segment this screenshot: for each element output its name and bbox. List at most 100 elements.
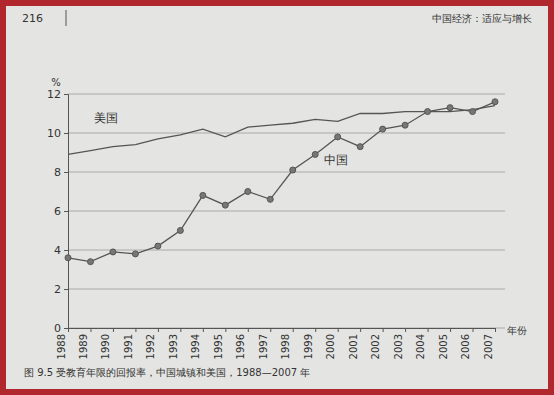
- x-tick-mark: [360, 328, 361, 332]
- marker: [65, 255, 71, 261]
- series-label: 美国: [94, 111, 118, 125]
- x-tick-label: 1990: [100, 334, 111, 359]
- x-tick-label: 1995: [213, 334, 224, 359]
- grid-line: [68, 133, 505, 134]
- x-axis: 1988198919901991199219931994199519961997…: [56, 328, 496, 359]
- x-tick-mark: [203, 328, 204, 332]
- marker: [110, 249, 116, 255]
- x-tick-mark: [180, 328, 181, 332]
- page-number: 216: [22, 12, 43, 25]
- y-tick-mark: [64, 328, 68, 329]
- x-tick-mark: [90, 328, 91, 332]
- marker: [380, 126, 386, 132]
- x-tick-mark: [270, 328, 271, 332]
- x-tick-label: 2001: [348, 334, 359, 359]
- x-tick-label: 2005: [438, 334, 449, 359]
- x-tick-mark: [383, 328, 384, 332]
- chart: 216 中国经济：适应与增长 0 2 4 6 8 10 12% 1988 1989 1990 1991 1…: [0, 0, 554, 395]
- grid-line: [68, 94, 505, 95]
- y-tick-mark: [64, 289, 68, 290]
- marker: [200, 192, 206, 198]
- caption: 图 9.5 受教育年限的回报率，中国城镇和美国，1988—2007 年: [24, 367, 310, 378]
- y-tick: 10: [47, 127, 68, 140]
- marker: [290, 167, 296, 173]
- y-tick-label: 12: [47, 88, 61, 101]
- header-rule: [66, 10, 67, 26]
- y-tick: 0: [54, 322, 68, 335]
- x-tick-mark: [293, 328, 294, 332]
- x-tick: 1993: [168, 328, 181, 359]
- grid: [68, 94, 505, 328]
- x-tick-mark: [225, 328, 226, 332]
- marker: [357, 144, 363, 150]
- marker: [222, 202, 228, 208]
- x-tick-mark: [68, 328, 69, 332]
- x-tick-label: 1992: [145, 334, 156, 359]
- x-tick: 1998: [280, 328, 293, 359]
- x-tick-label: 1989: [78, 334, 89, 359]
- y-tick-mark: [64, 172, 68, 173]
- x-tick-label: 1997: [258, 334, 269, 359]
- x-tick: 2003: [393, 328, 406, 359]
- x-tick-label: 1999: [303, 334, 314, 359]
- x-tick-label: 2007: [483, 334, 494, 359]
- y-tick-label: 0: [54, 322, 61, 335]
- x-axis-line: [69, 329, 496, 333]
- x-axis-title: 年份: [507, 325, 527, 336]
- x-tick-label: 2006: [460, 334, 471, 359]
- y-tick: 2: [54, 283, 68, 296]
- x-tick-mark: [473, 328, 474, 332]
- plot-area: [65, 99, 498, 265]
- x-tick-mark: [405, 328, 406, 332]
- x-tick-label: 1996: [235, 334, 246, 359]
- marker: [177, 228, 183, 234]
- x-tick-mark: [158, 328, 159, 332]
- y-tick-label: 8: [54, 166, 61, 179]
- page: [6, 6, 548, 389]
- marker: [470, 109, 476, 115]
- x-tick-mark: [315, 328, 316, 332]
- x-tick-label: 2004: [415, 334, 426, 359]
- x-tick: 2004: [415, 328, 428, 359]
- series-markers: [65, 99, 498, 265]
- grid-line: [68, 172, 505, 173]
- y-tick: 8: [54, 166, 68, 179]
- y-axis-line: [64, 95, 69, 329]
- x-tick: 2006: [460, 328, 473, 359]
- x-tick-label: 1988: [56, 334, 67, 359]
- x-tick-label: 1991: [123, 334, 134, 359]
- marker: [245, 189, 251, 195]
- x-tick-mark: [338, 328, 339, 332]
- y-tick: 12: [47, 88, 68, 101]
- marker: [87, 259, 93, 265]
- y-tick-mark: [64, 211, 68, 212]
- x-tick: 2000: [325, 328, 338, 359]
- y-tick-label: 4: [54, 244, 61, 257]
- x-tick: 1995: [213, 328, 226, 359]
- y-tick-label: 10: [47, 127, 61, 140]
- x-tick: 1988: [56, 328, 69, 359]
- y-axis-title: %: [51, 77, 61, 88]
- running-head: 中国经济：适应与增长: [432, 13, 532, 24]
- x-tick: 2001: [348, 328, 361, 359]
- grid-line: [68, 289, 505, 290]
- y-tick-mark: [64, 250, 68, 251]
- marker: [425, 109, 431, 115]
- marker: [267, 196, 273, 202]
- x-tick-mark: [248, 328, 249, 332]
- x-tick-label: 2002: [370, 334, 381, 359]
- x-tick-label: 1998: [280, 334, 291, 359]
- x-tick: 1997: [258, 328, 271, 359]
- marker: [335, 134, 341, 140]
- series-line: [68, 102, 495, 262]
- y-tick: 6: [54, 205, 68, 218]
- x-tick-mark: [113, 328, 114, 332]
- x-tick: 1999: [303, 328, 316, 359]
- x-tick: 1989: [78, 328, 91, 359]
- marker: [155, 243, 161, 249]
- x-tick-mark: [135, 328, 136, 332]
- x-tick: 2002: [370, 328, 383, 359]
- y-tick-label: 2: [54, 283, 61, 296]
- grid-line: [68, 211, 505, 212]
- grid-line: [68, 250, 505, 251]
